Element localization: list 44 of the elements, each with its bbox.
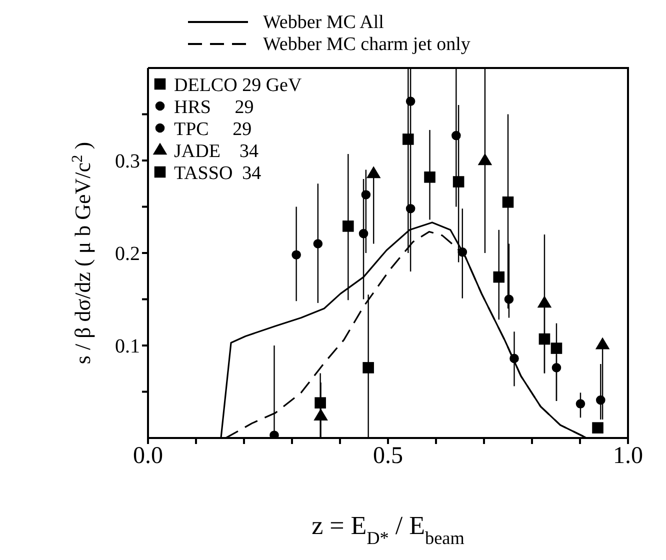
point <box>358 228 368 238</box>
x-tick-label: 1.0 <box>613 443 643 470</box>
point <box>361 190 371 200</box>
point <box>550 342 562 354</box>
y-tick-label: 0.3 <box>115 150 140 173</box>
point <box>478 154 492 166</box>
point <box>314 397 326 408</box>
point <box>596 338 610 350</box>
point <box>362 362 374 374</box>
point <box>452 130 461 140</box>
point <box>538 296 552 308</box>
y-tick-label: 0.1 <box>115 336 140 358</box>
x-axis-title: z = E$_{D*}$ / E$_{beam}$ <box>312 511 464 548</box>
legend-label: HRS 29 <box>174 97 254 118</box>
point <box>406 204 416 214</box>
point <box>596 395 606 405</box>
point <box>292 250 301 260</box>
point <box>502 196 514 208</box>
point <box>592 422 604 434</box>
point <box>342 220 354 232</box>
legend-label: DELCO 29 GeV <box>174 75 302 96</box>
legend-label: JADE 34 <box>174 141 259 162</box>
point <box>493 271 505 283</box>
point <box>424 172 436 183</box>
point <box>538 333 550 345</box>
point <box>504 294 514 304</box>
point <box>452 176 464 188</box>
point <box>458 247 468 257</box>
point <box>313 239 323 248</box>
x-tick-label: 0.0 <box>133 443 163 470</box>
point <box>270 430 279 438</box>
point <box>406 96 416 106</box>
legend-label: TPC 29 <box>174 119 252 140</box>
point <box>402 134 414 145</box>
legend-label: Webber MC All <box>263 12 384 33</box>
legend-label: TASSO 34 <box>174 163 262 184</box>
point <box>510 354 519 364</box>
point <box>552 363 562 372</box>
point <box>576 399 586 408</box>
point <box>366 166 380 178</box>
y-tick-label: 0.2 <box>115 243 140 266</box>
point <box>314 409 328 420</box>
x-tick-label: 0.5 <box>373 443 403 470</box>
legend-label: Webber MC charm jet only <box>263 34 471 55</box>
